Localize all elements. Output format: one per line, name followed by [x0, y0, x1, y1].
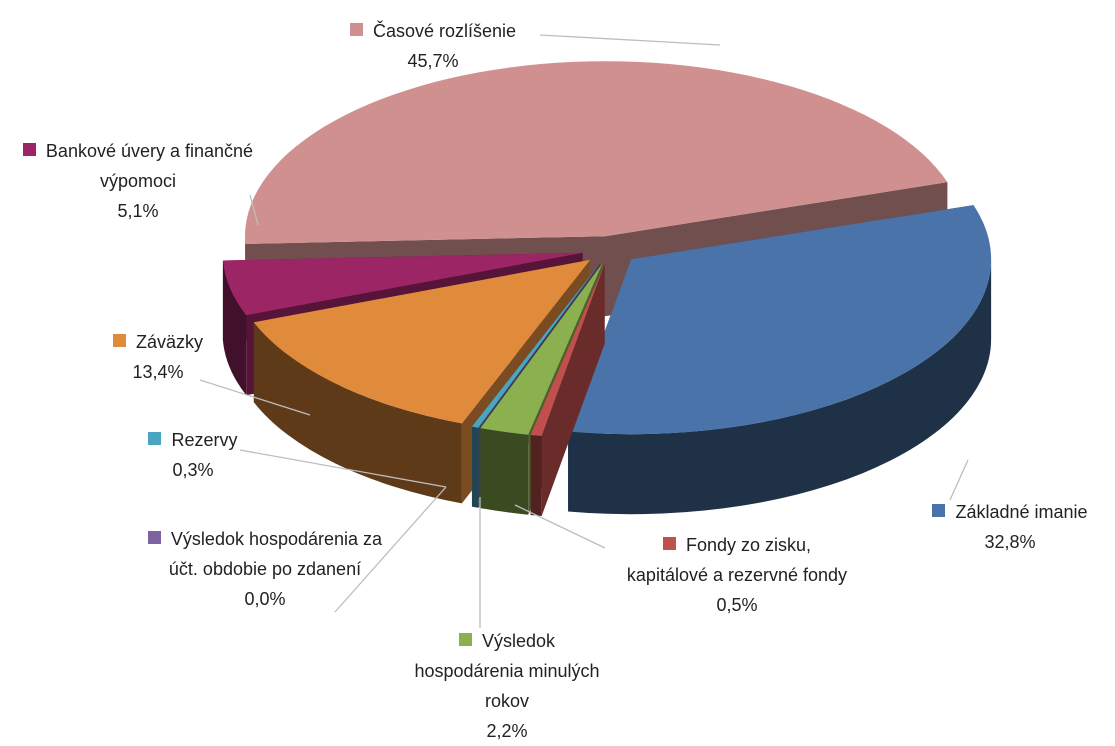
label-value: 45,7%	[318, 46, 548, 76]
label-value: 0,0%	[145, 584, 385, 614]
slice-side	[531, 435, 542, 516]
data-label: Záväzky 13,4%	[88, 327, 228, 387]
legend-swatch	[663, 537, 676, 550]
legend-swatch	[148, 432, 161, 445]
label-name: Rezervy	[171, 430, 237, 450]
slice-side	[480, 428, 528, 515]
data-label: Výsledok hospodárenia za účt. obdobie po…	[145, 524, 385, 614]
leader-line	[540, 35, 720, 45]
label-name: Bankové úvery a finančné výpomoci	[46, 141, 253, 191]
leader-line	[950, 460, 968, 500]
label-name: Fondy zo zisku, kapitálové a rezervné fo…	[627, 535, 847, 585]
label-name: Základné imanie	[955, 502, 1087, 522]
legend-swatch	[459, 633, 472, 646]
legend-swatch	[350, 23, 363, 36]
label-value: 13,4%	[88, 357, 228, 387]
data-label: Rezervy 0,3%	[118, 425, 268, 485]
data-label: Základné imanie 32,8%	[905, 497, 1115, 557]
data-label: Fondy zo zisku, kapitálové a rezervné fo…	[622, 530, 852, 620]
label-name: Záväzky	[136, 332, 203, 352]
label-name: Časové rozlíšenie	[373, 21, 516, 41]
label-value: 0,5%	[622, 590, 852, 620]
data-label: Bankové úvery a finančné výpomoci 5,1%	[8, 136, 268, 226]
page: {"chart_data": {"type": "pie", "categori…	[0, 0, 1115, 722]
label-name: Výsledok hospodárenia za účt. obdobie po…	[169, 529, 382, 579]
slice-side	[472, 427, 478, 508]
legend-swatch	[113, 334, 126, 347]
label-value: 5,1%	[8, 196, 268, 226]
legend-swatch	[23, 143, 36, 156]
label-value: 32,8%	[905, 527, 1115, 557]
legend-swatch	[932, 504, 945, 517]
legend-swatch	[148, 531, 161, 544]
label-value: 0,3%	[118, 455, 268, 485]
label-name: Výsledok hospodárenia minulých rokov	[414, 631, 599, 711]
label-value: 2,2%	[402, 716, 612, 746]
data-label: Časové rozlíšenie 45,7%	[318, 16, 548, 76]
data-label: Výsledok hospodárenia minulých rokov 2,2%	[402, 626, 612, 746]
